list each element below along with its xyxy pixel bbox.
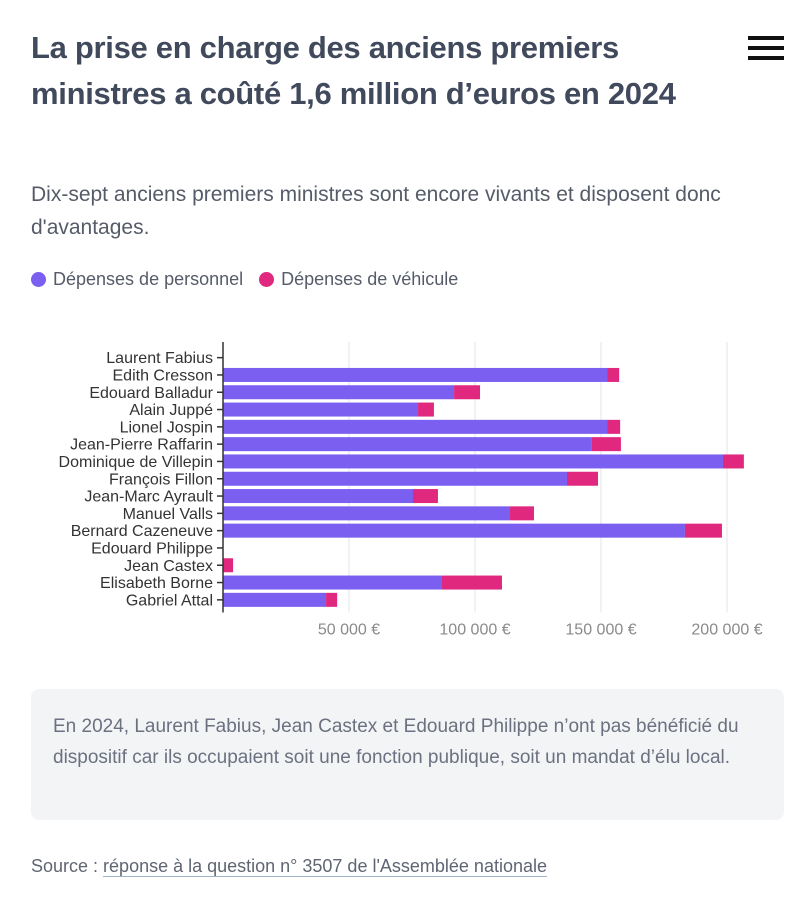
- legend-swatch-personnel: [31, 272, 46, 287]
- bar-personnel[interactable]: [223, 471, 567, 486]
- bar-personnel[interactable]: [223, 437, 592, 452]
- chart-legend: Dépenses de personnel Dépenses de véhicu…: [31, 269, 474, 290]
- y-tick-label: Edith Cresson: [113, 367, 214, 384]
- bar-vehicule[interactable]: [566, 471, 598, 486]
- bar-personnel[interactable]: [223, 385, 455, 400]
- bar-personnel[interactable]: [223, 592, 327, 607]
- x-tick-label: 150 000 €: [565, 622, 636, 639]
- hamburger-menu-icon-line: [748, 46, 784, 50]
- y-tick-label: Alain Juppé: [129, 402, 213, 419]
- legend-label: Dépenses de personnel: [53, 269, 244, 289]
- hamburger-menu-icon: [748, 36, 784, 40]
- legend-swatch-vehicule: [259, 272, 275, 287]
- y-tick-label: Gabriel Attal: [126, 592, 213, 609]
- bar-personnel[interactable]: [223, 489, 414, 504]
- bar-vehicule[interactable]: [326, 592, 338, 607]
- page-title: La prise en charge des anciens premiers …: [31, 30, 676, 111]
- bar-vehicule[interactable]: [607, 367, 620, 382]
- bar-vehicule[interactable]: [684, 523, 722, 538]
- bar-vehicule[interactable]: [722, 454, 744, 469]
- bar-vehicule[interactable]: [607, 419, 621, 434]
- y-tick-label: François Fillon: [109, 471, 213, 488]
- bar-personnel[interactable]: [223, 506, 511, 521]
- source-link[interactable]: réponse à la question n° 3507 de l'Assem…: [103, 856, 547, 877]
- info-note: En 2024, Laurent Fabius, Jean Castex et …: [31, 689, 784, 820]
- bar-personnel[interactable]: [223, 419, 608, 434]
- y-tick-label: Edouard Balladur: [89, 385, 213, 402]
- bar-vehicule[interactable]: [223, 558, 234, 573]
- bar-vehicule[interactable]: [591, 437, 621, 452]
- y-tick-label: Jean-Marc Ayrault: [84, 489, 213, 506]
- source-prefix: Source :: [31, 856, 104, 876]
- bar-personnel[interactable]: [223, 523, 685, 538]
- bar-personnel[interactable]: [223, 454, 723, 469]
- source-line: Source : réponse à la question n° 3507 d…: [31, 856, 547, 877]
- bar-vehicule[interactable]: [418, 402, 434, 417]
- y-tick-label: Lionel Jospin: [120, 419, 213, 436]
- bar-personnel[interactable]: [223, 575, 442, 590]
- y-tick-label: Manuel Valls: [123, 506, 213, 523]
- y-tick-label: Dominique de Villepin: [59, 454, 213, 471]
- x-tick-label: 200 000 €: [691, 622, 762, 639]
- y-tick-label: Laurent Fabius: [106, 350, 213, 367]
- bar-vehicule[interactable]: [510, 506, 534, 521]
- chart-subtitle: Dix-sept anciens premiers ministres sont…: [31, 183, 721, 239]
- bar-personnel[interactable]: [223, 367, 608, 382]
- y-tick-label: Bernard Cazeneuve: [71, 523, 213, 540]
- y-tick-label: Jean-Pierre Raffarin: [70, 437, 213, 454]
- legend-item-vehicule: Dépenses de véhicule: [259, 269, 458, 290]
- y-tick-label: Edouard Philippe: [91, 540, 213, 557]
- hamburger-menu-icon-line: [748, 56, 784, 60]
- y-tick-label: Jean Castex: [124, 558, 213, 575]
- menu-button[interactable]: [748, 34, 786, 62]
- x-tick-label: 50 000 €: [318, 622, 380, 639]
- y-tick-label: Elisabeth Borne: [100, 575, 213, 592]
- legend-label: Dépenses de véhicule: [281, 269, 459, 289]
- bar-vehicule[interactable]: [454, 385, 481, 400]
- x-tick-label: 100 000 €: [439, 622, 510, 639]
- bar-vehicule[interactable]: [413, 489, 438, 504]
- bar-vehicule[interactable]: [441, 575, 502, 590]
- legend-item-personnel: Dépenses de personnel: [31, 269, 243, 290]
- bar-personnel[interactable]: [223, 402, 419, 417]
